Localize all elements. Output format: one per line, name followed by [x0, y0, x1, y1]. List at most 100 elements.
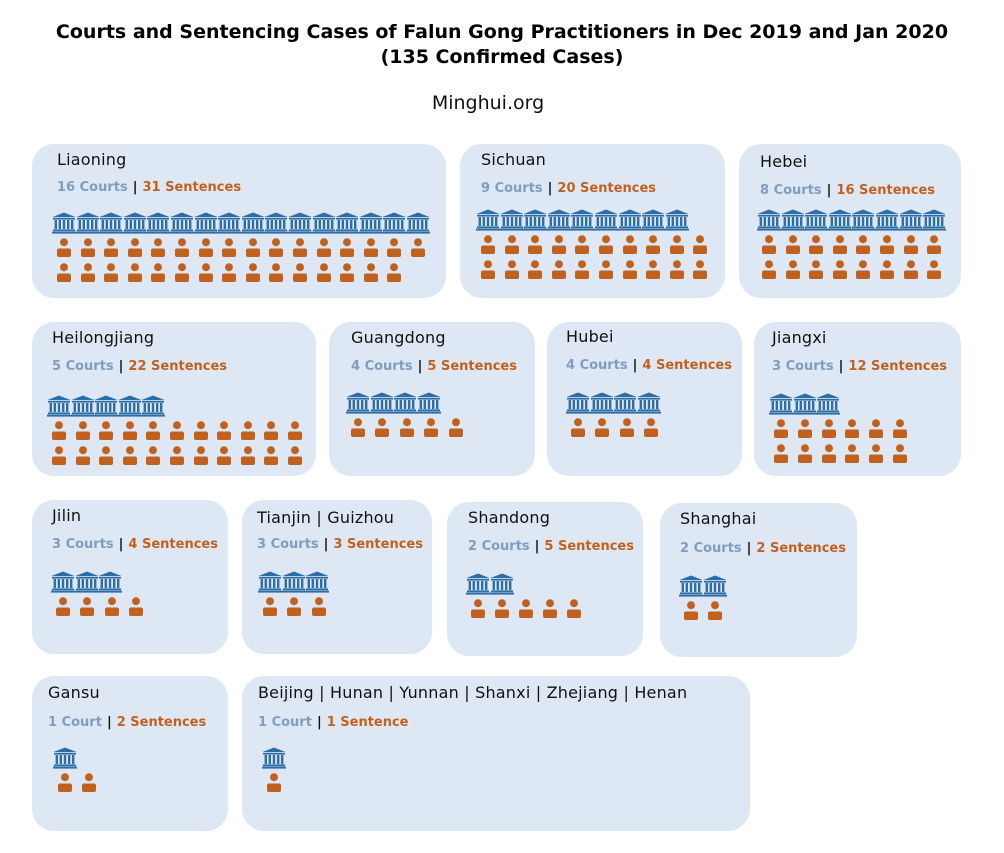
person-icon: [264, 446, 279, 465]
courts-count: 16 Courts: [57, 180, 128, 195]
person-icon: [708, 601, 723, 620]
stats-separator: |: [323, 537, 329, 552]
courthouse-icon: [382, 212, 407, 234]
courts-count: 3 Courts: [257, 537, 319, 552]
courthouse-icon: [74, 571, 99, 593]
sentences-count: 12 Sentences: [848, 359, 948, 374]
region-card: Sichuan 9 Courts | 20 Sentences: [460, 144, 725, 298]
courts-count: 2 Courts: [468, 539, 530, 554]
person-icon: [471, 599, 485, 618]
person-icon: [622, 260, 637, 279]
courts-count: 4 Courts: [566, 358, 628, 373]
person-icon: [504, 260, 519, 279]
person-icon: [411, 238, 425, 257]
courthouse-icon: [406, 212, 430, 234]
person-icon: [363, 238, 378, 257]
person-icon: [122, 446, 137, 465]
person-icon: [669, 235, 684, 254]
person-icon: [170, 421, 184, 440]
region-stats: 1 Court | 2 Sentences: [48, 715, 206, 730]
person-icon: [774, 419, 788, 438]
person-icon: [880, 260, 894, 279]
person-icon: [288, 446, 302, 465]
person-icon: [869, 419, 884, 438]
person-icon: [146, 446, 161, 465]
person-icon: [80, 263, 95, 282]
person-icon: [175, 263, 189, 282]
person-icon: [693, 260, 708, 279]
courthouse-icon: [75, 212, 100, 234]
person-icon: [151, 263, 166, 282]
person-icon: [495, 599, 509, 618]
person-icon: [198, 263, 213, 282]
person-icon: [845, 419, 860, 438]
courts-count: 3 Courts: [772, 359, 834, 374]
courthouse-icon: [346, 392, 370, 414]
person-icon: [311, 597, 326, 616]
region-name: Shanghai: [680, 509, 757, 528]
person-icon: [57, 263, 71, 282]
sentences-count: 5 Sentences: [544, 539, 634, 554]
person-icon: [264, 421, 279, 440]
person-icon: [927, 260, 942, 279]
sentences-count: 2 Sentences: [116, 715, 207, 730]
courthouse-icon: [305, 571, 330, 593]
courthouse-icon: [258, 571, 282, 593]
courthouse-icon: [117, 395, 142, 417]
person-icon: [595, 418, 610, 437]
stats-separator: |: [826, 183, 832, 198]
person-icon: [375, 418, 390, 437]
person-icon: [52, 446, 66, 465]
courts-count: 5 Courts: [52, 359, 114, 374]
courthouse-icon: [570, 209, 595, 231]
courthouse-icon: [416, 392, 441, 414]
person-icon: [821, 419, 836, 438]
region-name: Jiangxi: [772, 328, 827, 347]
courthouse-icon: [664, 209, 689, 231]
courts-count: 4 Courts: [351, 359, 413, 374]
courthouse-icon: [816, 393, 841, 415]
chart-title: Courts and Sentencing Cases of Falun Gon…: [0, 20, 1004, 70]
person-icon: [869, 444, 884, 463]
person-icon: [785, 235, 800, 254]
courthouse-icon: [70, 395, 95, 417]
sentences-count: 2 Sentences: [756, 541, 846, 556]
stats-separator: |: [838, 359, 844, 374]
region-card: Jiangxi 3 Courts | 12 Sentences: [754, 322, 961, 476]
person-icon: [99, 421, 114, 440]
person-icon: [146, 421, 161, 440]
person-icon: [198, 238, 213, 257]
person-icon: [893, 444, 907, 463]
person-icon: [58, 773, 72, 792]
person-icon: [104, 238, 119, 257]
region-card: Heilongjiang 5 Courts | 22 Sentences: [32, 322, 316, 476]
person-icon: [599, 260, 613, 279]
person-icon: [797, 444, 812, 463]
person-icon: [774, 444, 788, 463]
person-icon: [193, 446, 208, 465]
sentences-count: 3 Sentences: [333, 537, 423, 552]
courthouse-icon: [281, 571, 306, 593]
region-name: Beijing | Hunan | Yunnan | Shanxi | Zhej…: [258, 683, 688, 702]
person-icon: [82, 773, 97, 792]
courthouse-icon: [193, 212, 218, 234]
person-icon: [481, 260, 495, 279]
courts-count: 1 Court: [258, 715, 312, 730]
person-icon: [387, 238, 402, 257]
courthouse-icon: [757, 209, 781, 231]
person-icon: [240, 421, 255, 440]
courthouse-icon: [589, 392, 614, 414]
person-icon: [75, 446, 90, 465]
courthouse-icon: [641, 209, 666, 231]
region-name: Sichuan: [481, 150, 547, 169]
person-icon: [762, 260, 776, 279]
region-stats: 4 Courts | 4 Sentences: [566, 358, 732, 373]
courthouse-icon: [499, 209, 524, 231]
courthouse-icon: [804, 209, 829, 231]
courts-count: 8 Courts: [760, 183, 822, 198]
region-name: Gansu: [48, 683, 100, 702]
region-card: Hebei 8 Courts | 16 Sentences: [739, 144, 961, 298]
courthouse-icon: [358, 212, 383, 234]
person-icon: [99, 446, 114, 465]
person-icon: [646, 235, 661, 254]
